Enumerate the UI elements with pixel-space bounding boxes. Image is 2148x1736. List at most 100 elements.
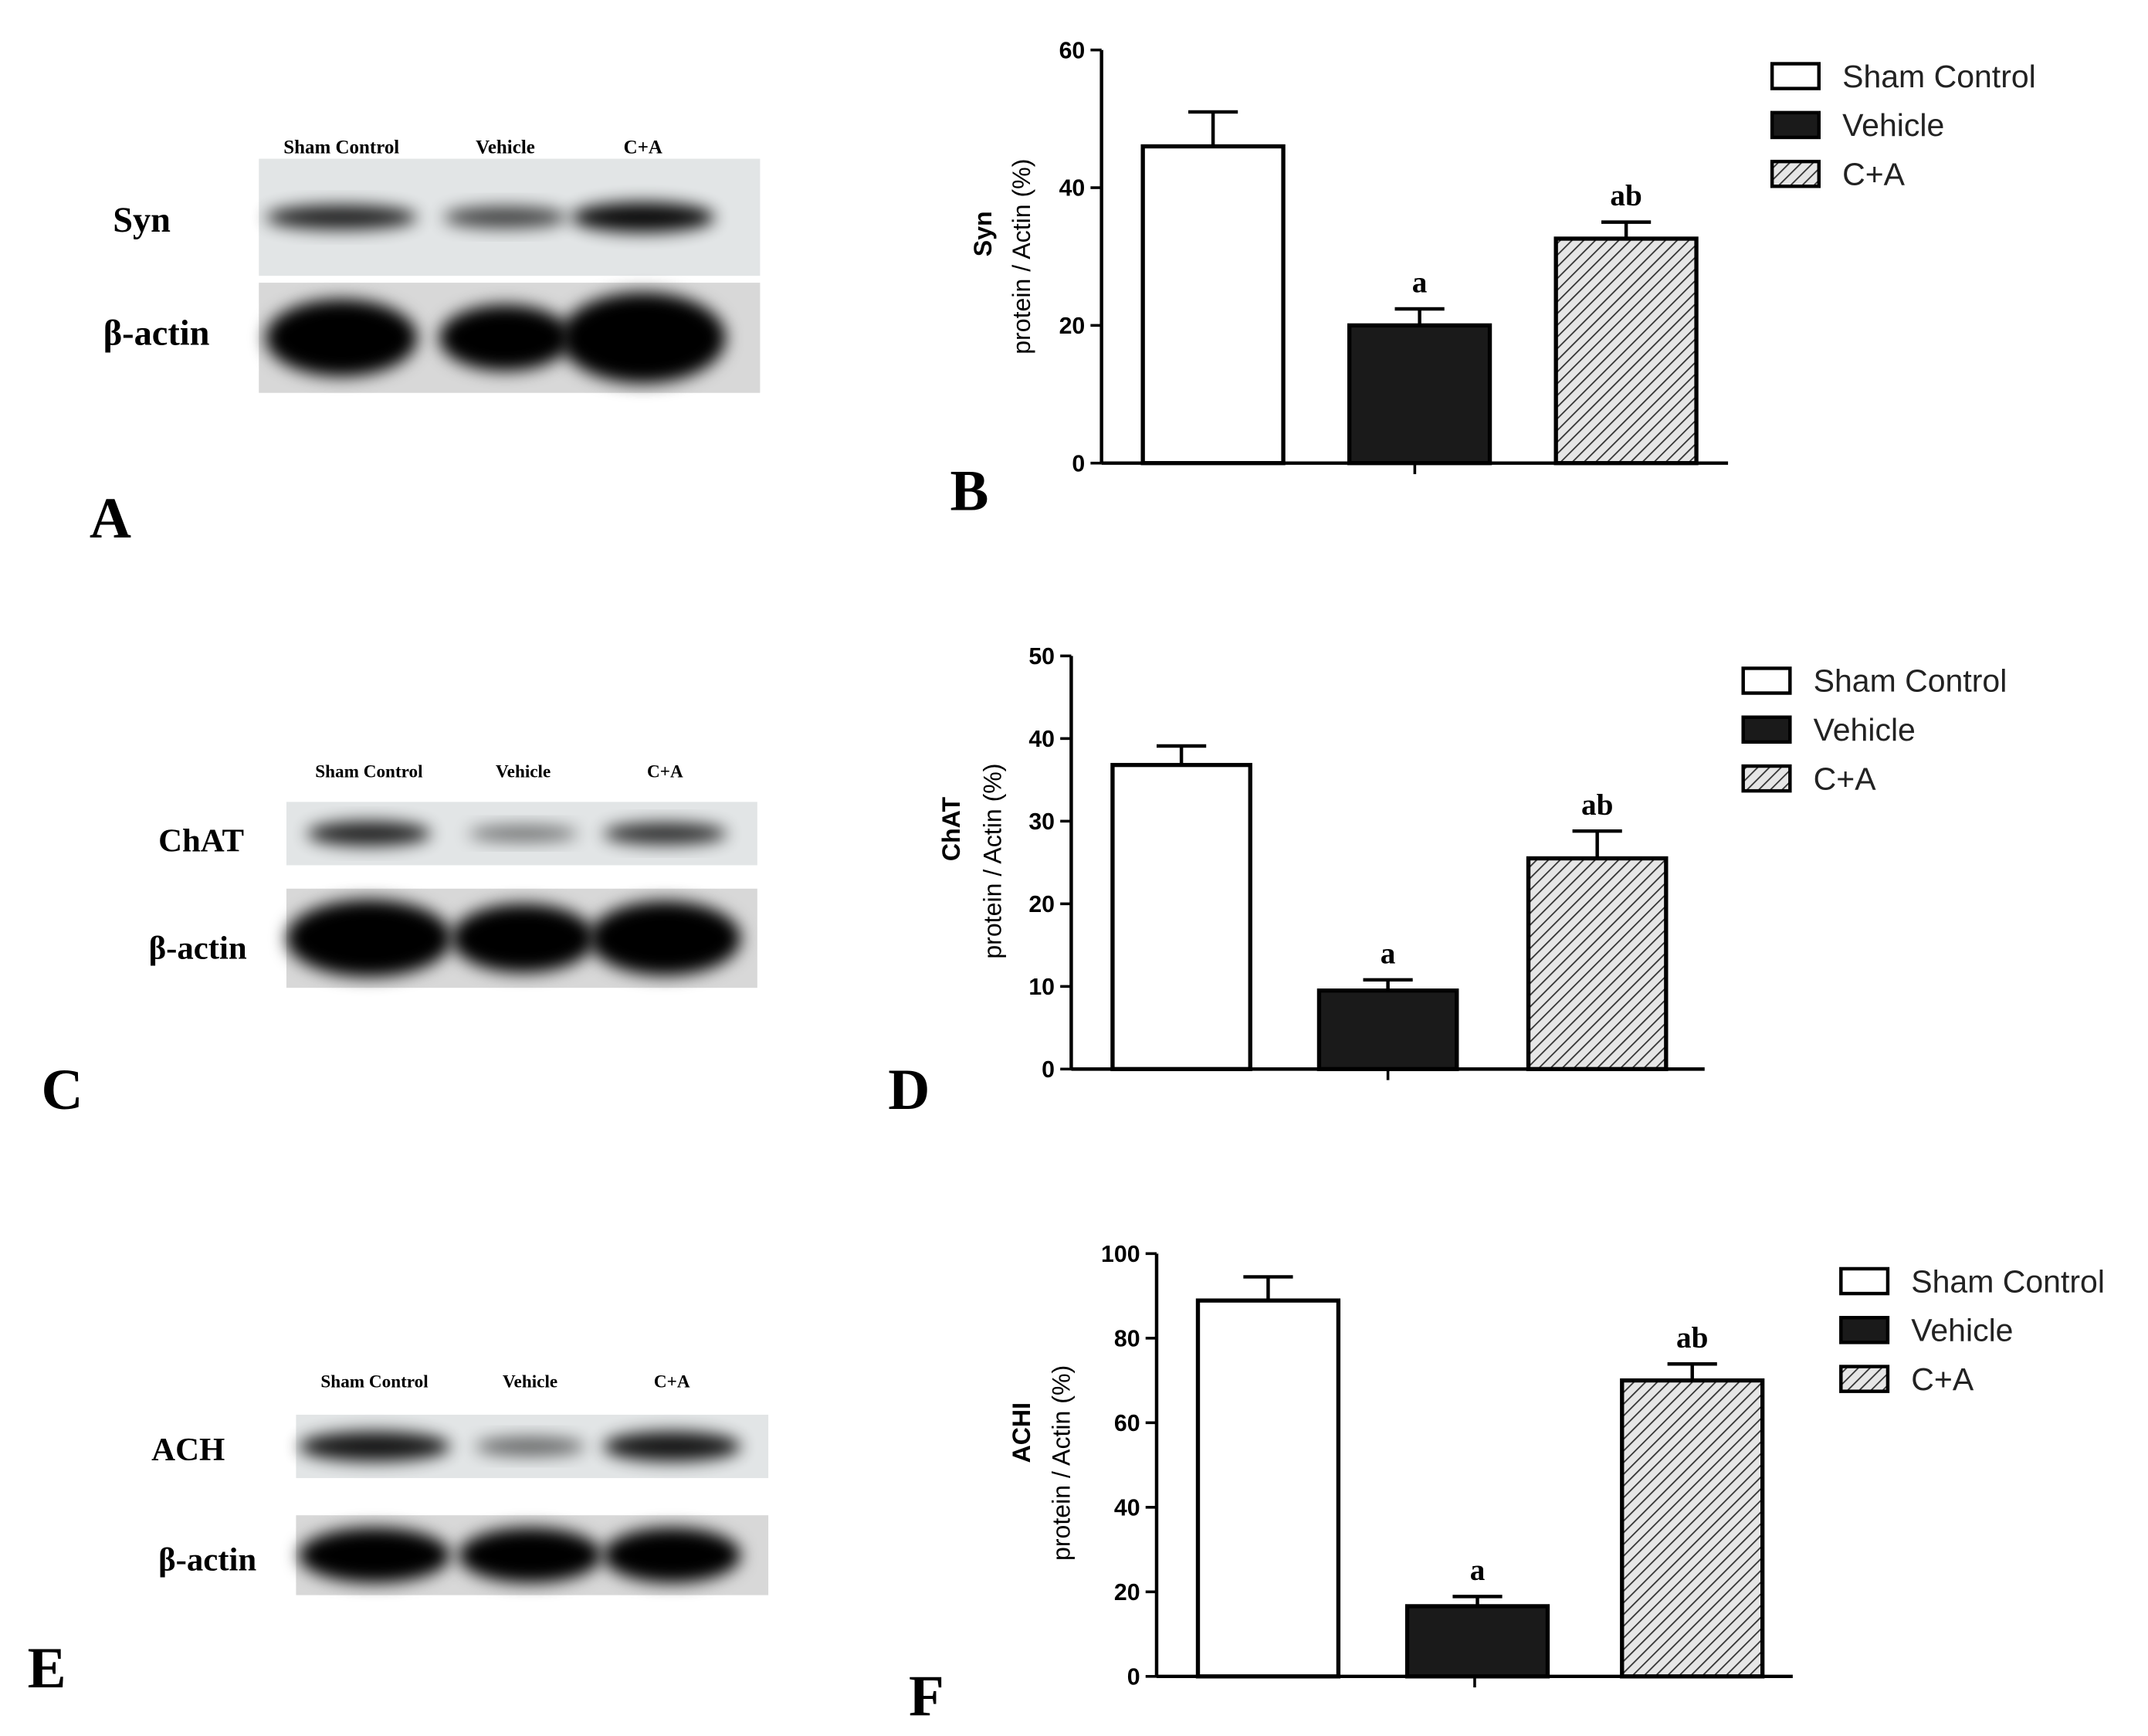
blot: Sham Control Vehicle C+A ChAT β-actin C xyxy=(42,761,757,1122)
row-label: β-actin xyxy=(149,931,247,967)
annotation: a xyxy=(1470,1554,1486,1587)
y-tick-label: 30 xyxy=(1028,809,1055,835)
lane-label: Sham Control xyxy=(283,137,399,158)
y-axis-label: protein / Actin (%) xyxy=(978,763,1006,958)
annotation: a xyxy=(1412,266,1428,300)
band xyxy=(589,900,741,976)
y-tick-label: 60 xyxy=(1059,38,1086,63)
panel-label: B xyxy=(950,459,989,523)
bar-chart: 0 20 40 60 80 100 a ab Sham Control Vehicle C+A ACH… xyxy=(909,1242,2105,1728)
legend-label: C+A xyxy=(1814,761,1877,796)
y-axis-label: protein / Actin (%) xyxy=(1048,1365,1076,1561)
band xyxy=(451,904,595,973)
legend-swatch xyxy=(1770,110,1821,140)
band xyxy=(443,206,567,229)
y-tick-label: 40 xyxy=(1114,1496,1140,1521)
panel-label: F xyxy=(909,1664,944,1728)
band xyxy=(475,1436,585,1456)
legend-swatch xyxy=(1741,666,1792,695)
panel-label: E xyxy=(28,1636,66,1700)
y-tick-label: 40 xyxy=(1059,176,1086,202)
band xyxy=(307,821,432,846)
band xyxy=(603,1527,741,1583)
legend-swatch xyxy=(1839,1316,1890,1344)
row-label: ChAT xyxy=(158,823,244,860)
lane-label: Vehicle xyxy=(476,137,535,158)
annotation: ab xyxy=(1610,179,1641,212)
row-label: ACH xyxy=(151,1432,225,1468)
panel-label: D xyxy=(888,1058,930,1122)
band xyxy=(468,825,578,843)
lane-label: Vehicle xyxy=(503,1372,557,1392)
legend-label: Vehicle xyxy=(1842,107,1944,143)
legend-label: Sham Control xyxy=(1814,663,2007,699)
band xyxy=(560,292,726,384)
y-tick-label: 100 xyxy=(1101,1242,1140,1267)
bar xyxy=(1404,1604,1550,1679)
y-tick-label: 0 xyxy=(1042,1057,1055,1083)
bar xyxy=(1316,988,1459,1072)
band xyxy=(571,202,715,232)
legend-label: C+A xyxy=(1842,156,1906,192)
legend-swatch xyxy=(1741,764,1792,793)
y-axis-label: ACHI xyxy=(1008,1402,1035,1463)
annotation: a xyxy=(1381,937,1396,970)
row-label: Syn xyxy=(113,201,171,240)
y-tick-label: 10 xyxy=(1028,975,1055,1000)
band xyxy=(458,1527,602,1583)
legend-label: Sham Control xyxy=(1911,1263,2105,1299)
band xyxy=(266,205,418,230)
lane-label: Sham Control xyxy=(315,761,423,782)
legend-label: Vehicle xyxy=(1911,1313,2013,1348)
bar xyxy=(1140,144,1286,466)
band xyxy=(298,1527,451,1583)
y-axis-label: protein / Actin (%) xyxy=(1008,159,1035,354)
lane-label: C+A xyxy=(624,137,662,158)
bar-chart: 0 10 20 30 40 50 a ab Sham Control Vehicle C+A ChAT… xyxy=(888,644,2007,1122)
y-tick-label: 20 xyxy=(1114,1580,1140,1605)
band xyxy=(603,1431,741,1462)
band xyxy=(286,900,452,977)
annotation: ab xyxy=(1581,788,1613,822)
legend-swatch xyxy=(1770,159,1821,188)
bar xyxy=(1620,1378,1765,1679)
legend-swatch xyxy=(1839,1365,1890,1393)
y-axis-label: ChAT xyxy=(937,797,965,862)
y-tick-label: 80 xyxy=(1114,1327,1140,1352)
legend-label: Vehicle xyxy=(1814,712,1916,748)
blot: Sham Control Vehicle C+A Syn β-actin A xyxy=(90,137,761,551)
bar-chart: 0 20 40 60 a ab Sham Control Vehicle C+A Syn prote… xyxy=(950,38,2036,523)
annotation: ab xyxy=(1676,1321,1708,1355)
row-label: β-actin xyxy=(158,1542,256,1578)
band xyxy=(439,304,572,371)
band xyxy=(266,299,418,377)
legend-swatch xyxy=(1770,62,1821,90)
legend-swatch xyxy=(1741,715,1792,744)
lane-label: Vehicle xyxy=(496,761,551,782)
band xyxy=(603,822,727,845)
row-label: β-actin xyxy=(103,314,210,353)
bar xyxy=(1526,856,1669,1072)
bar xyxy=(1195,1298,1341,1679)
lane-label: C+A xyxy=(654,1372,690,1392)
panel-label: A xyxy=(90,487,131,551)
blot: Sham Control Vehicle C+A ACH β-actin E xyxy=(28,1372,769,1700)
y-tick-label: 0 xyxy=(1127,1665,1140,1690)
y-tick-label: 0 xyxy=(1072,451,1085,476)
band xyxy=(298,1431,451,1462)
y-axis-label: Syn xyxy=(969,211,997,256)
y-tick-label: 50 xyxy=(1028,644,1055,670)
legend-label: Sham Control xyxy=(1842,59,2036,94)
y-tick-label: 20 xyxy=(1028,892,1055,917)
legend-label: C+A xyxy=(1911,1361,1974,1397)
lane-label: C+A xyxy=(647,761,683,782)
lane-label: Sham Control xyxy=(320,1372,429,1392)
bar xyxy=(1110,762,1252,1072)
y-tick-label: 60 xyxy=(1114,1411,1140,1436)
y-tick-label: 40 xyxy=(1028,727,1055,752)
bar xyxy=(1347,323,1492,466)
legend-swatch xyxy=(1839,1266,1890,1296)
panel-label: C xyxy=(42,1058,83,1122)
